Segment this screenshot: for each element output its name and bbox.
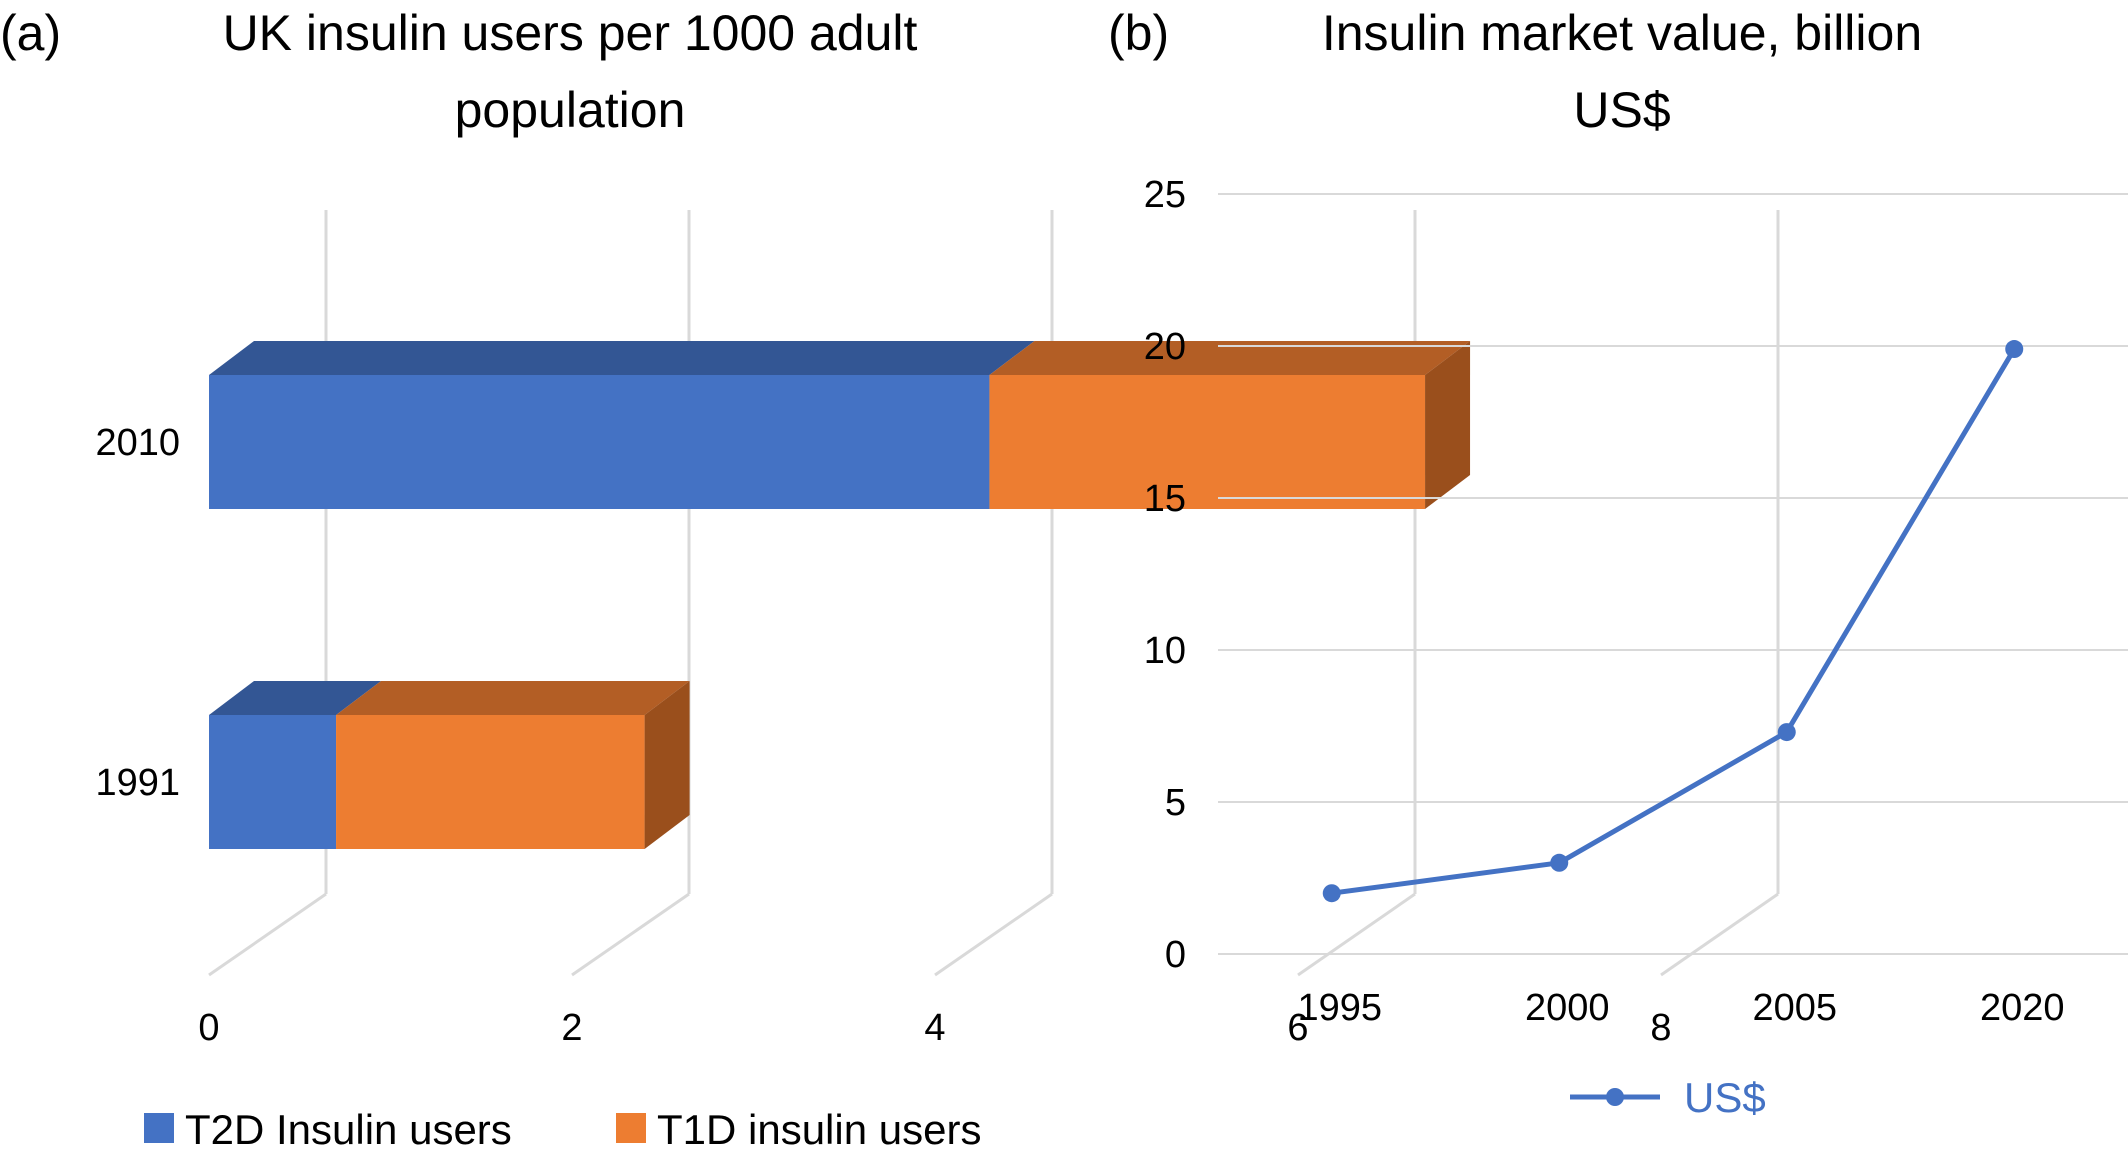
panel-a-title-line-2: population: [455, 82, 686, 138]
panel-b-y-tick-label: 10: [1144, 630, 1186, 672]
panel-b-x-tick-labels: 1995 2000 2005 2020: [1297, 987, 2064, 1029]
panel-b-x-tick-label: 2000: [1525, 987, 1610, 1029]
panel-a-x-tick-label: 0: [198, 1007, 219, 1049]
panel-a-bar-chart: (a) UK insulin users per 1000 adult popu…: [0, 5, 1780, 1153]
panel-b-data-point: [1322, 884, 1341, 903]
panel-a-title-line-1: UK insulin users per 1000 adult: [223, 5, 918, 61]
panel-b-data-point: [1777, 723, 1796, 742]
panel-a-category-label: 1991: [95, 762, 180, 804]
panel-a-category-labels: 1991 2010: [95, 422, 180, 804]
panel-a-floor-gridline: [571, 892, 690, 977]
panel-a-floor-gridline: [934, 892, 1053, 977]
panel-a-category-label: 2010: [95, 422, 180, 464]
panel-b-series: [1322, 340, 2024, 903]
panel-b-y-tick-labels: 0 5 10 15 20 25: [1144, 174, 1186, 976]
panel-a-bar-side: [644, 681, 690, 849]
panel-b-y-tick-label: 15: [1144, 478, 1186, 520]
panel-b-title-line-1: Insulin market value, billion: [1322, 5, 1922, 61]
panel-a-x-tick-label: 2: [561, 1007, 582, 1049]
panel-a-bars: [209, 341, 1471, 849]
panel-a-legend-label: T2D Insulin users: [185, 1106, 512, 1153]
panel-a-bar-top: [209, 341, 1035, 375]
panel-b-line-chart: (b) Insulin market value, billion US$ 0 5…: [1108, 5, 2128, 1121]
panel-a-bar-top: [209, 681, 382, 715]
panel-a-grid: [208, 210, 1780, 977]
panel-a-label: (a): [0, 5, 61, 61]
panel-a-legend-label: T1D insulin users: [657, 1106, 981, 1153]
panel-a-bar-side: [1425, 341, 1471, 509]
panel-b-y-tick-label: 20: [1144, 326, 1186, 368]
panel-a-bar-segment: [209, 375, 990, 509]
panel-b-x-tick-label: 2020: [1980, 987, 2065, 1029]
panel-a-bar-segment: [336, 715, 645, 849]
panel-b-data-point: [1550, 853, 1569, 872]
panel-b-y-tick-label: 5: [1165, 782, 1186, 824]
panel-a-x-tick-label: 8: [1650, 1007, 1671, 1049]
panel-a-bar-segment: [209, 715, 337, 849]
panel-a-bar-top: [989, 341, 1471, 375]
panel-a-bar-segment: [989, 375, 1426, 509]
panel-a-bar-top: [336, 681, 690, 715]
panel-b-label: (b): [1108, 5, 1169, 61]
panel-a-floor-gridline: [1297, 892, 1416, 977]
panel-a-legend-swatch: [616, 1113, 646, 1143]
panel-a-floor-gridline: [1660, 892, 1779, 977]
panel-b-x-tick-label: 1995: [1297, 987, 1382, 1029]
panel-b-y-tick-label: 25: [1144, 174, 1186, 216]
panel-b-x-tick-label: 2005: [1752, 987, 1837, 1029]
panel-b-y-tick-label: 0: [1165, 934, 1186, 976]
panel-b-data-point: [2005, 340, 2024, 359]
panel-b-legend-marker: [1606, 1088, 1624, 1106]
panel-a-legend: T2D Insulin users T1D insulin users: [144, 1106, 981, 1153]
panel-b-series-line: [1331, 347, 2017, 896]
panel-a-legend-swatch: [144, 1113, 174, 1143]
panel-a-x-tick-labels: 0 2 4 6 8: [198, 1007, 1671, 1049]
panel-b-legend-label: US$: [1684, 1074, 1766, 1121]
panel-b-legend: US$: [1570, 1074, 1766, 1121]
panel-a-floor-gridline: [208, 892, 327, 977]
panel-b-title-line-2: US$: [1573, 82, 1670, 138]
panel-a-x-tick-label: 6: [1287, 1007, 1308, 1049]
panel-a-x-tick-label: 4: [924, 1007, 945, 1049]
panel-b-grid: [1218, 193, 2128, 955]
